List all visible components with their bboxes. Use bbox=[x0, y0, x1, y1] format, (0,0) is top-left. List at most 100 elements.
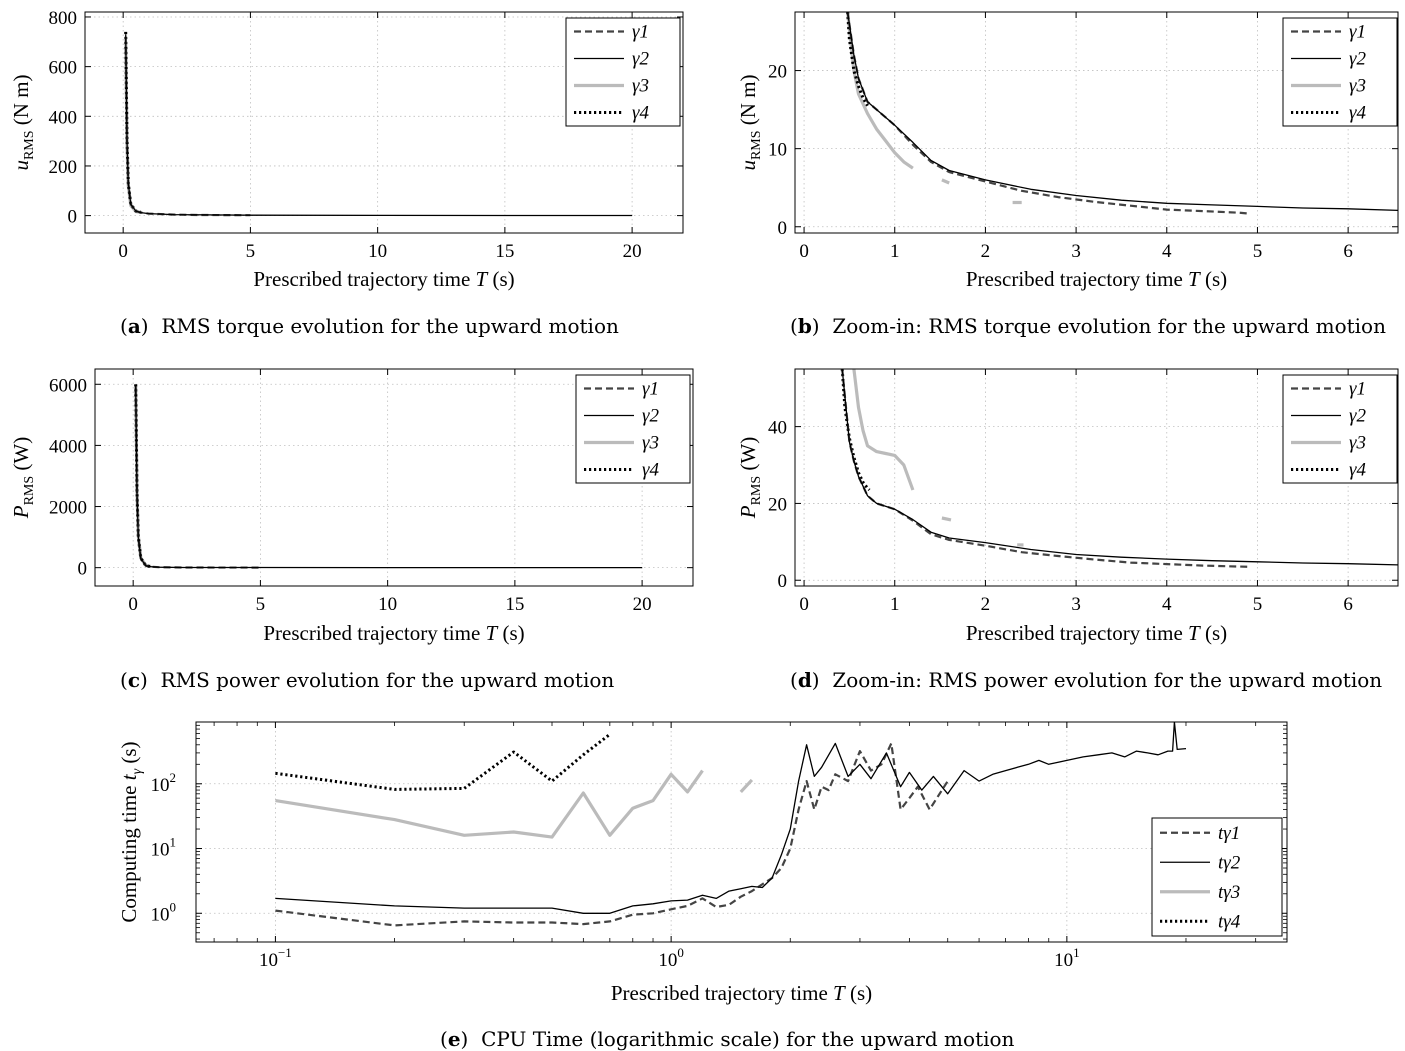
series-1-line bbox=[134, 387, 261, 569]
x-tick-label: 3 bbox=[1071, 594, 1081, 615]
legend: γ1 γ2 γ3 γ4 bbox=[565, 17, 681, 127]
y-axis-label: Computing time tγ (s) bbox=[117, 741, 145, 922]
legend-entry-1: γ1 bbox=[642, 379, 659, 400]
legend-entry-1: γ1 bbox=[1349, 22, 1366, 43]
x-tick-label: 15 bbox=[495, 241, 514, 262]
plot-frame bbox=[94, 368, 694, 587]
y-axis-label: PRMS (W) bbox=[9, 437, 37, 519]
x-axis-label: Prescribed trajectory time T (s) bbox=[263, 621, 524, 645]
series-3-segment bbox=[941, 178, 950, 185]
chart-e: 10−1 100 101 100 101 102 Prescribed trajectory… bbox=[117, 721, 1288, 1005]
y-tick-label: 0 bbox=[78, 559, 88, 580]
caption-b: (b) Zoom-in: RMS torque evolution for th… bbox=[790, 314, 1386, 338]
series-2-line bbox=[125, 34, 633, 217]
legend-entry-2: γ2 bbox=[1349, 49, 1366, 70]
caption-letter: a bbox=[127, 314, 141, 338]
legend-entry-2: γ2 bbox=[1349, 406, 1366, 427]
y-tick-label: 800 bbox=[49, 8, 78, 29]
legend-box bbox=[1282, 374, 1398, 484]
x-tick-label: 10 bbox=[368, 241, 387, 262]
series-2-line bbox=[841, 369, 1398, 566]
y-tick-label: 10 bbox=[768, 140, 787, 161]
x-tick-label: 6 bbox=[1343, 594, 1353, 615]
x-tick-label: 0 bbox=[799, 594, 809, 615]
plot-frame bbox=[84, 11, 684, 234]
legend: γ1 γ2 γ3 γ4 bbox=[1282, 374, 1398, 484]
legend-entry-1: γ1 bbox=[1349, 379, 1366, 400]
legend-entry-3: γ3 bbox=[632, 76, 649, 97]
plot-area bbox=[124, 31, 633, 217]
y-tick-label: 40 bbox=[768, 418, 787, 439]
caption-text: Zoom-in: RMS torque evolution for the up… bbox=[832, 314, 1386, 338]
plot-area bbox=[134, 384, 643, 569]
legend-entry-t4: tγ4 bbox=[1218, 911, 1241, 932]
x-tick-label: 5 bbox=[246, 241, 256, 262]
legend-entry-t1: tγ1 bbox=[1218, 823, 1240, 844]
plot-area bbox=[846, 12, 1398, 215]
grid bbox=[196, 722, 1287, 942]
series-t3-segment bbox=[739, 778, 754, 793]
caption-letter: b bbox=[797, 314, 812, 338]
plot-frame bbox=[794, 11, 1399, 234]
series-t3-line bbox=[275, 769, 704, 839]
chart-d: 0 1 2 3 4 5 6 0 20 40 Prescribed trajectory time T… bbox=[736, 368, 1399, 645]
caption-c: (c) RMS power evolution for the upward m… bbox=[120, 668, 615, 692]
legend-entry-4: γ4 bbox=[1349, 103, 1366, 124]
y-tick-label: 0 bbox=[778, 218, 788, 239]
x-tick-label: 5 bbox=[1253, 594, 1263, 615]
caption-text: RMS power evolution for the upward motio… bbox=[160, 668, 615, 692]
y-tick-label: 6000 bbox=[49, 375, 87, 396]
series-t1-line bbox=[275, 742, 949, 927]
y-tick-label: 2000 bbox=[49, 498, 87, 519]
x-tick-label: 10 bbox=[378, 594, 397, 615]
y-tick-label: 4000 bbox=[49, 436, 87, 457]
legend-entry-1: γ1 bbox=[632, 22, 649, 43]
caption-letter: e bbox=[447, 1027, 461, 1051]
legend-entry-2: γ2 bbox=[642, 406, 659, 427]
y-tick-label: 102 bbox=[151, 770, 177, 796]
series-2-line bbox=[846, 12, 1398, 212]
series-3-line bbox=[846, 12, 914, 170]
x-tick-label: 6 bbox=[1343, 241, 1353, 262]
x-tick-label: 0 bbox=[799, 241, 809, 262]
legend-entry-3: γ3 bbox=[1349, 76, 1366, 97]
plot-frame bbox=[195, 721, 1288, 943]
x-tick-label: 15 bbox=[505, 594, 524, 615]
y-tick-label: 200 bbox=[49, 157, 78, 178]
legend-entry-3: γ3 bbox=[642, 433, 659, 454]
grid bbox=[795, 369, 1398, 586]
x-axis-label: Prescribed trajectory time T (s) bbox=[611, 981, 872, 1005]
series-3-line bbox=[852, 369, 915, 491]
x-tick-label: 4 bbox=[1162, 241, 1172, 262]
caption-text: RMS torque evolution for the upward moti… bbox=[161, 314, 619, 338]
plot-area bbox=[275, 722, 1187, 927]
x-tick-label: 100 bbox=[658, 945, 684, 971]
caption-letter: c bbox=[127, 668, 140, 692]
series-4-line bbox=[846, 12, 869, 107]
caption-d: (d) Zoom-in: RMS power evolution for the… bbox=[790, 668, 1383, 692]
series-t4-line bbox=[275, 733, 611, 791]
x-tick-label: 5 bbox=[1253, 241, 1263, 262]
x-tick-label: 101 bbox=[1054, 945, 1080, 971]
x-tick-label: 0 bbox=[128, 594, 138, 615]
y-tick-label: 101 bbox=[151, 835, 177, 861]
y-tick-label: 0 bbox=[68, 207, 78, 228]
legend: tγ1 tγ2 tγ3 tγ4 bbox=[1151, 817, 1283, 937]
x-tick-label: 10−1 bbox=[259, 945, 292, 971]
x-tick-label: 1 bbox=[890, 594, 900, 615]
y-tick-label: 0 bbox=[778, 571, 788, 592]
x-tick-label: 4 bbox=[1162, 594, 1172, 615]
legend-box bbox=[565, 17, 681, 127]
x-axis-label: Prescribed trajectory time T (s) bbox=[966, 621, 1227, 645]
legend: γ1 γ2 γ3 γ4 bbox=[575, 374, 691, 484]
legend-entry-4: γ4 bbox=[632, 103, 649, 124]
x-tick-label: 2 bbox=[981, 241, 991, 262]
caption-text: Zoom-in: RMS power evolution for the upw… bbox=[832, 668, 1383, 692]
x-tick-label: 20 bbox=[623, 241, 642, 262]
y-tick-label: 20 bbox=[768, 494, 787, 515]
plot-area bbox=[840, 369, 1398, 568]
legend-entry-t3: tγ3 bbox=[1218, 882, 1240, 903]
legend-box bbox=[1282, 17, 1398, 127]
legend-box bbox=[1151, 817, 1283, 937]
y-axis-label: uRMS (N m) bbox=[9, 74, 37, 170]
